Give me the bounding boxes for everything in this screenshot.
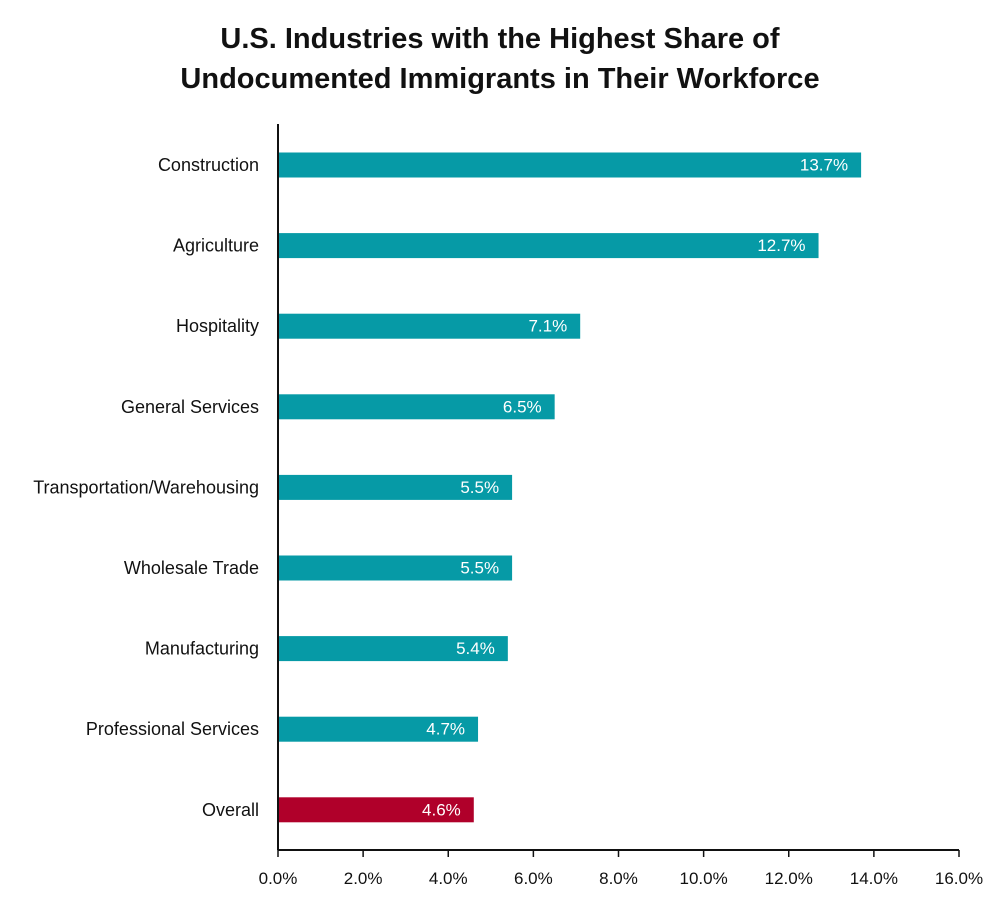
x-tick-label: 6.0% [514, 869, 553, 888]
bar-manufacturing [278, 636, 508, 662]
data-label-general-services: 6.5% [503, 397, 542, 416]
category-label-overall: Overall [202, 800, 259, 820]
bar-construction [278, 152, 862, 178]
data-label-wholesale-trade: 5.5% [460, 559, 499, 578]
data-label-agriculture: 12.7% [757, 236, 805, 255]
category-label-wholesale-trade: Wholesale Trade [124, 558, 259, 578]
category-label-professional-services: Professional Services [86, 719, 259, 739]
bar-transportation-warehousing [278, 474, 513, 500]
x-ticks-group: 0.0% 2.0% 4.0% 6.0% 8.0% 10.0% 12.0% 14.0% 16.0% [259, 850, 983, 888]
x-tick-label: 2.0% [344, 869, 383, 888]
data-label-transportation-warehousing: 5.5% [460, 478, 499, 497]
category-label-transportation-warehousing: Transportation/Warehousing [33, 477, 259, 497]
x-tick-label: 16.0% [935, 869, 983, 888]
bar-wholesale-trade [278, 555, 513, 581]
chart-title-line-2: Undocumented Immigrants in Their Workfor… [180, 63, 819, 95]
data-label-professional-services: 4.7% [426, 720, 465, 739]
x-tick-label: 4.0% [429, 869, 468, 888]
bar-hospitality [278, 313, 581, 339]
x-tick-label: 14.0% [850, 869, 898, 888]
category-label-hospitality: Hospitality [176, 316, 259, 336]
category-label-agriculture: Agriculture [173, 236, 259, 256]
chart-title-line-1: U.S. Industries with the Highest Share o… [220, 23, 779, 55]
data-label-hospitality: 7.1% [528, 317, 567, 336]
data-label-construction: 13.7% [800, 156, 848, 175]
bars-group [278, 152, 862, 823]
category-label-general-services: General Services [121, 397, 259, 417]
x-tick-label: 10.0% [680, 869, 728, 888]
category-label-construction: Construction [158, 155, 259, 175]
x-tick-label: 0.0% [259, 869, 298, 888]
category-labels-group: Construction Agriculture Hospitality Genera… [33, 155, 259, 820]
x-tick-label: 12.0% [765, 869, 813, 888]
bar-overall [278, 797, 474, 823]
data-label-overall: 4.6% [422, 800, 461, 819]
category-label-manufacturing: Manufacturing [145, 639, 259, 659]
data-labels-group: 13.7% 12.7% 7.1% 6.5% 5.5% 5.5% 5.4% 4.7% 4.6% [422, 156, 848, 820]
bar-general-services [278, 394, 555, 420]
x-tick-label: 8.0% [599, 869, 638, 888]
data-label-manufacturing: 5.4% [456, 639, 495, 658]
bar-professional-services [278, 716, 479, 742]
bar-agriculture [278, 233, 819, 259]
